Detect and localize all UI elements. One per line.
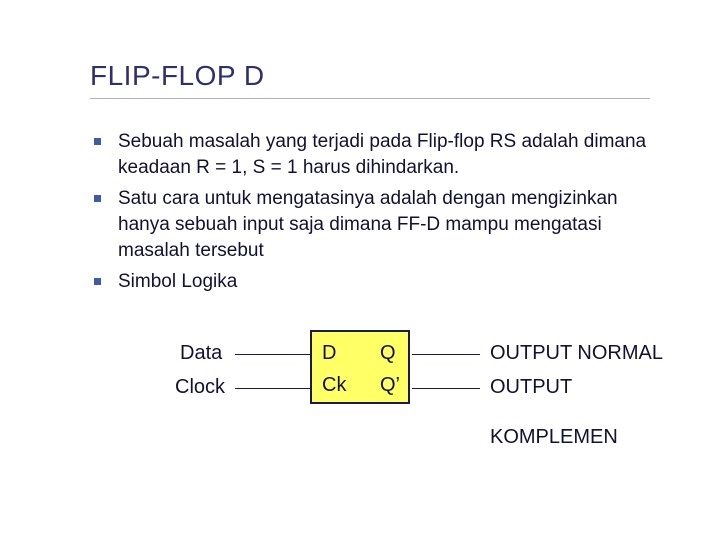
bullet-text: Satu cara untuk mengatasinya adalah deng… bbox=[118, 188, 618, 260]
input-label-clock: Clock bbox=[175, 376, 225, 399]
wire-clock-icon bbox=[235, 388, 310, 389]
pin-label-d: D bbox=[322, 342, 336, 365]
bullet-square-icon bbox=[94, 278, 101, 285]
slide-title: FLIP-FLOP D bbox=[90, 60, 650, 99]
output-label-komplemen: KOMPLEMEN bbox=[490, 426, 618, 449]
pin-label-q: Q bbox=[380, 342, 396, 365]
output-label-normal: OUTPUT NORMAL bbox=[490, 342, 663, 365]
wire-q-icon bbox=[412, 354, 480, 355]
logic-symbol-diagram: Data Clock D Ck Q Q’ OUTPUT NORMAL OUTPU… bbox=[90, 330, 650, 490]
list-item: Sebuah masalah yang terjadi pada Flip-fl… bbox=[90, 129, 650, 180]
output-label-output: OUTPUT bbox=[490, 376, 572, 399]
bullet-square-icon bbox=[94, 138, 101, 145]
list-item: Simbol Logika bbox=[90, 269, 650, 295]
slide: FLIP-FLOP D Sebuah masalah yang terjadi … bbox=[0, 0, 720, 540]
bullet-text: Simbol Logika bbox=[118, 271, 237, 292]
bullet-text: Sebuah masalah yang terjadi pada Flip-fl… bbox=[118, 131, 646, 178]
pin-label-qprime: Q’ bbox=[380, 374, 400, 397]
list-item: Satu cara untuk mengatasinya adalah deng… bbox=[90, 186, 650, 263]
pin-label-ck: Ck bbox=[322, 374, 346, 397]
bullet-square-icon bbox=[94, 195, 101, 202]
input-label-data: Data bbox=[180, 342, 222, 365]
bullet-list: Sebuah masalah yang terjadi pada Flip-fl… bbox=[90, 129, 650, 295]
wire-data-icon bbox=[235, 354, 310, 355]
wire-qp-icon bbox=[412, 388, 480, 389]
